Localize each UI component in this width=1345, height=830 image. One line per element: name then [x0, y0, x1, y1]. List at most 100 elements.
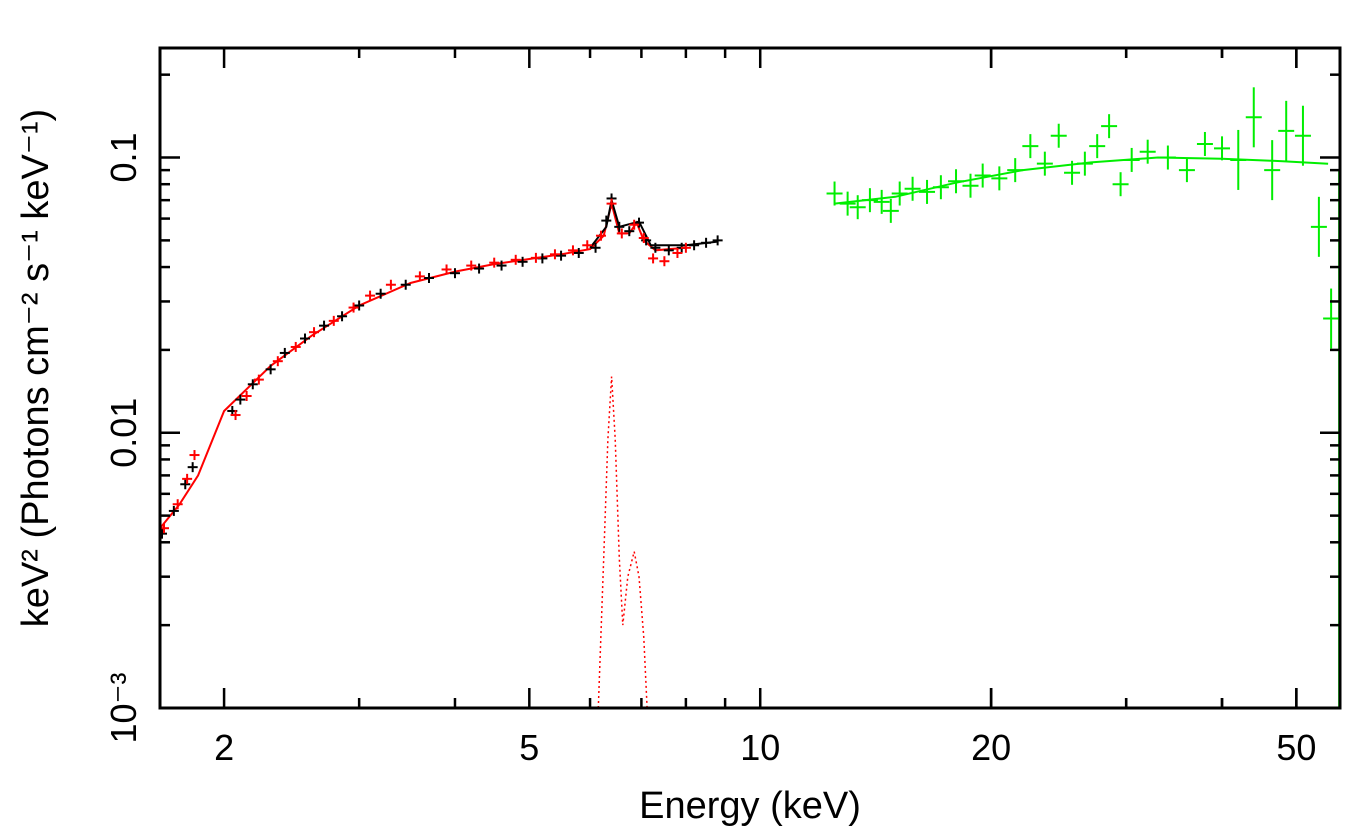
- data-point: [1245, 87, 1262, 148]
- data-point: [701, 237, 712, 248]
- data-point: [932, 175, 949, 200]
- data-point: [441, 264, 452, 275]
- y-axis-label: keV² (Photons cm⁻² s⁻¹ keV⁻¹): [15, 109, 57, 627]
- data-point: [650, 242, 661, 253]
- axis-ticks: 2 5 10 20 50 10⁻³ 0.01 0.1: [103, 48, 1340, 768]
- data-point: [948, 169, 965, 194]
- data-point: [279, 347, 290, 358]
- data-point: [375, 288, 386, 299]
- data-point: [1076, 151, 1093, 176]
- data-point: [549, 249, 560, 260]
- data-point: [1178, 158, 1195, 183]
- data-point: [1064, 160, 1081, 185]
- data-point: [160, 523, 170, 534]
- data-point: [1294, 105, 1311, 166]
- data-point: [1022, 134, 1039, 159]
- data-point: [1089, 134, 1106, 159]
- data-point: [1112, 172, 1129, 197]
- data-point: [189, 450, 200, 461]
- data-point: [1264, 140, 1281, 201]
- data-point: [873, 189, 890, 214]
- data-point: [638, 233, 649, 244]
- data-point: [365, 290, 376, 301]
- data-point: [1007, 158, 1024, 183]
- model-line: [834, 156, 1329, 205]
- data-point: [849, 195, 866, 220]
- data-point: [474, 263, 485, 274]
- data-point: [595, 230, 606, 241]
- data-point: [672, 247, 683, 258]
- x-tick-label: 50: [1276, 727, 1316, 768]
- data-point: [309, 327, 320, 338]
- data-point: [272, 356, 283, 367]
- data-point: [606, 198, 617, 209]
- data-point: [712, 235, 723, 246]
- data-point: [247, 379, 258, 390]
- data-point: [659, 256, 670, 267]
- data-point: [582, 240, 593, 251]
- data-point: [634, 217, 645, 228]
- x-tick-label: 20: [971, 727, 1011, 768]
- data-point: [400, 279, 411, 290]
- data-point: [414, 271, 425, 282]
- data-point: [1278, 100, 1295, 161]
- model-line: [159, 203, 686, 529]
- data-point: [265, 364, 276, 375]
- chart-marks: [159, 87, 1341, 709]
- data-point: [235, 394, 246, 405]
- data-point: [614, 221, 625, 232]
- data-point: [517, 256, 528, 267]
- data-point: [826, 181, 843, 206]
- data-point: [689, 240, 700, 251]
- data-point: [466, 260, 477, 271]
- data-point: [891, 181, 908, 206]
- data-point: [290, 341, 301, 352]
- data-point: [1050, 123, 1067, 148]
- data-point: [385, 279, 396, 290]
- data-point: [510, 254, 521, 265]
- y-tick-label: 10⁻³: [103, 672, 144, 743]
- data-point: [629, 219, 640, 230]
- data-point: [1323, 288, 1340, 349]
- data-point: [648, 253, 659, 264]
- data-point: [172, 499, 183, 510]
- data-point: [348, 302, 359, 313]
- data-point: [1139, 139, 1156, 164]
- data-point: [253, 374, 264, 385]
- data-point: [182, 473, 193, 484]
- data-point: [496, 260, 507, 271]
- data-point: [187, 462, 198, 473]
- data-point: [573, 247, 584, 258]
- data-point: [839, 191, 856, 216]
- data-point: [530, 252, 541, 263]
- emission-line-component: [597, 376, 648, 709]
- data-point: [590, 242, 601, 253]
- y-tick-label: 0.1: [103, 133, 144, 183]
- data-point: [861, 188, 878, 213]
- data-point: [1123, 147, 1140, 172]
- model-line: [589, 199, 718, 249]
- data-point: [882, 198, 899, 223]
- data-point: [1310, 196, 1327, 257]
- data-point: [1101, 114, 1118, 139]
- data-point: [424, 273, 435, 284]
- data-point: [168, 505, 179, 516]
- data-point: [624, 226, 635, 237]
- x-tick-label: 10: [740, 727, 780, 768]
- data-point: [241, 391, 252, 402]
- x-tick-label: 2: [214, 727, 234, 768]
- data-point: [1214, 136, 1231, 161]
- data-point: [919, 179, 936, 204]
- data-point: [680, 242, 691, 253]
- data-point: [1230, 129, 1247, 190]
- data-point: [337, 311, 348, 322]
- data-point: [1159, 145, 1176, 170]
- x-tick-label: 5: [519, 727, 539, 768]
- data-point: [663, 245, 674, 256]
- data-point: [449, 268, 460, 279]
- data-point: [601, 215, 612, 226]
- data-point: [1036, 151, 1053, 176]
- data-point: [556, 250, 567, 261]
- data-point: [974, 163, 991, 188]
